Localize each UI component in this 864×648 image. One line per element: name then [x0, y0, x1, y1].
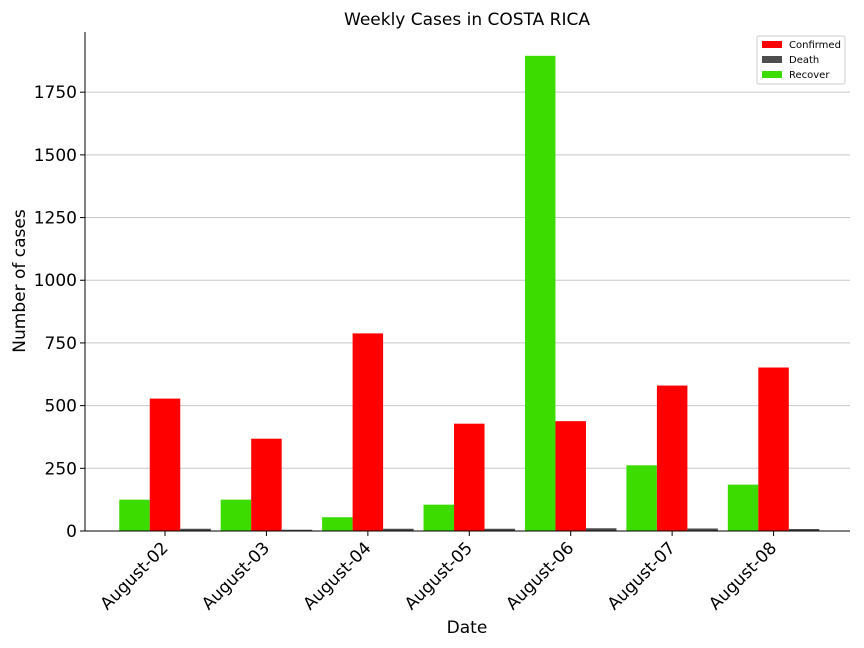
- legend-swatch-recover: [762, 71, 782, 78]
- legend-label-confirmed: Confirmed: [789, 40, 841, 51]
- bar-recover: [119, 499, 150, 531]
- legend: Confirmed Death Recover: [756, 35, 846, 85]
- x-tick-label: August-06: [502, 538, 578, 614]
- bar-confirmed: [352, 333, 384, 531]
- y-axis-title: Number of cases: [10, 209, 30, 353]
- x-tick-label: August-04: [300, 538, 376, 614]
- y-tick-label: 250: [45, 459, 77, 479]
- bar-confirmed: [555, 421, 586, 531]
- y-tick-label: 1250: [34, 209, 77, 229]
- x-tick-label: August-02: [97, 538, 173, 614]
- bar-recover: [423, 504, 455, 531]
- bar-recover: [322, 517, 353, 531]
- bar-death: [687, 528, 718, 531]
- x-axis-ticks: August-02 August-03 August-04 August-05 Augu…: [97, 531, 781, 614]
- bar-recover: [220, 499, 252, 531]
- bar-death: [585, 528, 617, 531]
- y-tick-label: 1500: [34, 146, 77, 166]
- y-tick-label: 1750: [34, 83, 77, 103]
- x-tick-label: August-08: [705, 538, 781, 614]
- bar-death: [281, 529, 313, 531]
- bar-recover: [524, 55, 556, 532]
- bar-death: [180, 528, 211, 531]
- gridlines: [85, 91, 850, 469]
- bar-confirmed: [758, 367, 789, 531]
- bar-confirmed: [149, 398, 181, 531]
- bar-recover: [626, 465, 657, 531]
- y-tick-label: 0: [66, 522, 77, 542]
- bar-confirmed: [251, 438, 282, 531]
- y-tick-label: 500: [45, 397, 77, 417]
- bar-confirmed: [454, 423, 485, 531]
- bar-death: [383, 528, 414, 531]
- y-axis-ticks: 0 250 500 750 1000 1250 1500 1750: [34, 83, 85, 542]
- bar-confirmed: [656, 385, 688, 531]
- bar-recover: [727, 484, 759, 531]
- legend-label-death: Death: [789, 55, 819, 66]
- x-axis-title: Date: [447, 618, 488, 638]
- y-tick-label: 1000: [34, 271, 77, 291]
- x-tick-label: August-05: [401, 538, 477, 614]
- x-tick-label: August-07: [604, 538, 680, 614]
- legend-swatch-confirmed: [762, 41, 782, 48]
- legend-label-recover: Recover: [789, 70, 830, 81]
- chart-title: Weekly Cases in COSTA RICA: [344, 10, 590, 30]
- x-tick-label: August-03: [198, 538, 274, 614]
- y-tick-label: 750: [45, 334, 77, 354]
- bar-death: [484, 528, 516, 531]
- bars: [119, 55, 820, 532]
- legend-swatch-death: [762, 56, 782, 63]
- bar-death: [788, 528, 820, 531]
